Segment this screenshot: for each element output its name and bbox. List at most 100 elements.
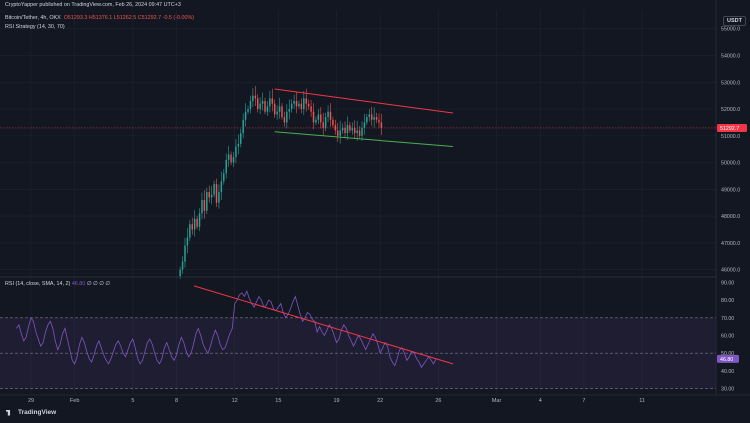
time-tick-label: 11 <box>639 398 645 404</box>
time-tick-label: Feb <box>70 398 79 404</box>
candle-body <box>232 157 235 163</box>
resistance-trendline <box>274 88 454 114</box>
time-tick-label: 19 <box>333 398 339 404</box>
rsi-legend-extra: ∅ ∅ ∅ ∅ <box>86 281 111 287</box>
candle-body <box>201 200 203 214</box>
candle-body <box>227 154 230 160</box>
time-tick-label: 12 <box>232 398 238 404</box>
rsi-legend[interactable]: RSI (14, close, SMA, 14, 2) 46.80 ∅ ∅ ∅ … <box>5 281 110 287</box>
candle-body <box>276 111 278 115</box>
candle-body <box>366 117 368 123</box>
candle-body <box>184 245 186 262</box>
rsi-band <box>0 317 716 389</box>
candle-body <box>356 130 358 134</box>
candle-body <box>349 125 351 131</box>
candle-body <box>380 122 383 128</box>
candle-body <box>247 109 249 112</box>
price-tick-label: 52000.0 <box>721 107 740 113</box>
candle-body <box>363 122 366 128</box>
last-price-label: 51292.7 <box>720 126 739 132</box>
candle-body <box>264 101 266 112</box>
candle-body <box>261 101 264 104</box>
candle-body <box>257 98 259 110</box>
time-tick-label: 4 <box>539 398 542 404</box>
rsi-axis[interactable]: 90.00 80.00 70.00 60.00 50.00 40.00 30.00 46.80 <box>717 280 739 393</box>
tradingview-logo[interactable]: TradingView <box>6 409 56 416</box>
candle-body <box>373 117 375 120</box>
candle-body <box>370 114 373 120</box>
rsi-tick-label: 30.00 <box>721 387 734 393</box>
candle-body <box>208 192 210 198</box>
strategy-label[interactable]: RSI Strategy (14, 30, 70) <box>5 24 65 30</box>
candle-body <box>339 130 341 136</box>
time-tick-label: 8 <box>175 398 178 404</box>
candle-body <box>344 127 346 134</box>
price-tick-label: 55000.0 <box>721 27 740 33</box>
candle-body <box>206 192 208 211</box>
ohlc-values: O51293.3 H51376.1 L51262.5 C51292.7 -0.5… <box>63 15 195 21</box>
candle-body <box>283 117 286 123</box>
candle-body <box>252 95 254 102</box>
candle-body <box>298 103 300 107</box>
trendlines[interactable] <box>274 88 454 148</box>
tradingview-brand: TradingView <box>18 409 57 416</box>
candle-body <box>307 103 310 107</box>
candle-body <box>244 111 247 120</box>
price-tick-label: 51000.0 <box>721 134 740 140</box>
support-trendline <box>274 131 453 148</box>
candle-body <box>273 103 276 115</box>
time-tick-label: 22 <box>377 398 383 404</box>
last-price-label-bg <box>717 123 747 132</box>
candle-body <box>303 98 305 110</box>
candle-body <box>315 119 317 123</box>
candle-body <box>361 127 363 136</box>
candle-body <box>341 127 344 131</box>
candle-body <box>317 114 320 120</box>
rsi-legend-value: 46.80 <box>71 281 86 287</box>
candle-body <box>293 101 295 104</box>
candle-body <box>189 224 191 238</box>
candle-body <box>334 125 337 131</box>
candle-body <box>337 130 339 136</box>
candle-body <box>266 106 269 112</box>
candle-body <box>213 183 215 195</box>
currency-badge[interactable]: USDT <box>723 16 746 26</box>
price-tick-label: 53000.0 <box>721 80 740 86</box>
candle-body <box>249 101 252 110</box>
price-axis[interactable]: 55000.0 54000.0 53000.0 52000.0 51000.0 50000… <box>717 27 747 274</box>
candlestick-series <box>179 86 383 279</box>
price-tick-label: 47000.0 <box>721 241 740 247</box>
candle-body <box>332 119 334 126</box>
candle-body <box>290 103 293 110</box>
rsi-value-label-bg <box>717 354 739 363</box>
time-axis[interactable]: 29 Feb 5 8 12 15 19 22 26 Mar 4 7 11 <box>28 398 645 404</box>
tradingview-logo-icon <box>6 409 11 416</box>
price-tick-label: 50000.0 <box>721 161 740 167</box>
candle-body <box>324 117 327 128</box>
candle-body <box>329 111 332 120</box>
time-tick-label: 26 <box>435 398 441 404</box>
symbol-info: Bitcoin/Tether, 4h, OKX O51293.3 H51376.… <box>5 15 194 21</box>
candle-body <box>220 181 223 193</box>
candle-body <box>254 95 257 99</box>
candle-body <box>300 103 303 110</box>
time-tick-label: 29 <box>28 398 34 404</box>
time-tick-label: 15 <box>275 398 281 404</box>
candle-body <box>269 98 271 107</box>
candle-body <box>240 133 242 144</box>
candle-body <box>230 154 232 163</box>
symbol-label[interactable]: Bitcoin/Tether, 4h, OKX <box>5 15 61 21</box>
rsi-value-label: 46.80 <box>720 357 733 363</box>
candle-body <box>320 114 322 123</box>
candle-body <box>259 103 261 110</box>
candle-body <box>242 119 244 134</box>
price-tick-label: 54000.0 <box>721 54 740 60</box>
rsi-tick-label: 60.00 <box>721 334 734 340</box>
candle-body <box>281 106 283 118</box>
candle-body <box>378 119 380 123</box>
time-tick-label: Mar <box>492 398 502 404</box>
candle-body <box>305 98 307 104</box>
rsi-trendline <box>193 285 454 365</box>
